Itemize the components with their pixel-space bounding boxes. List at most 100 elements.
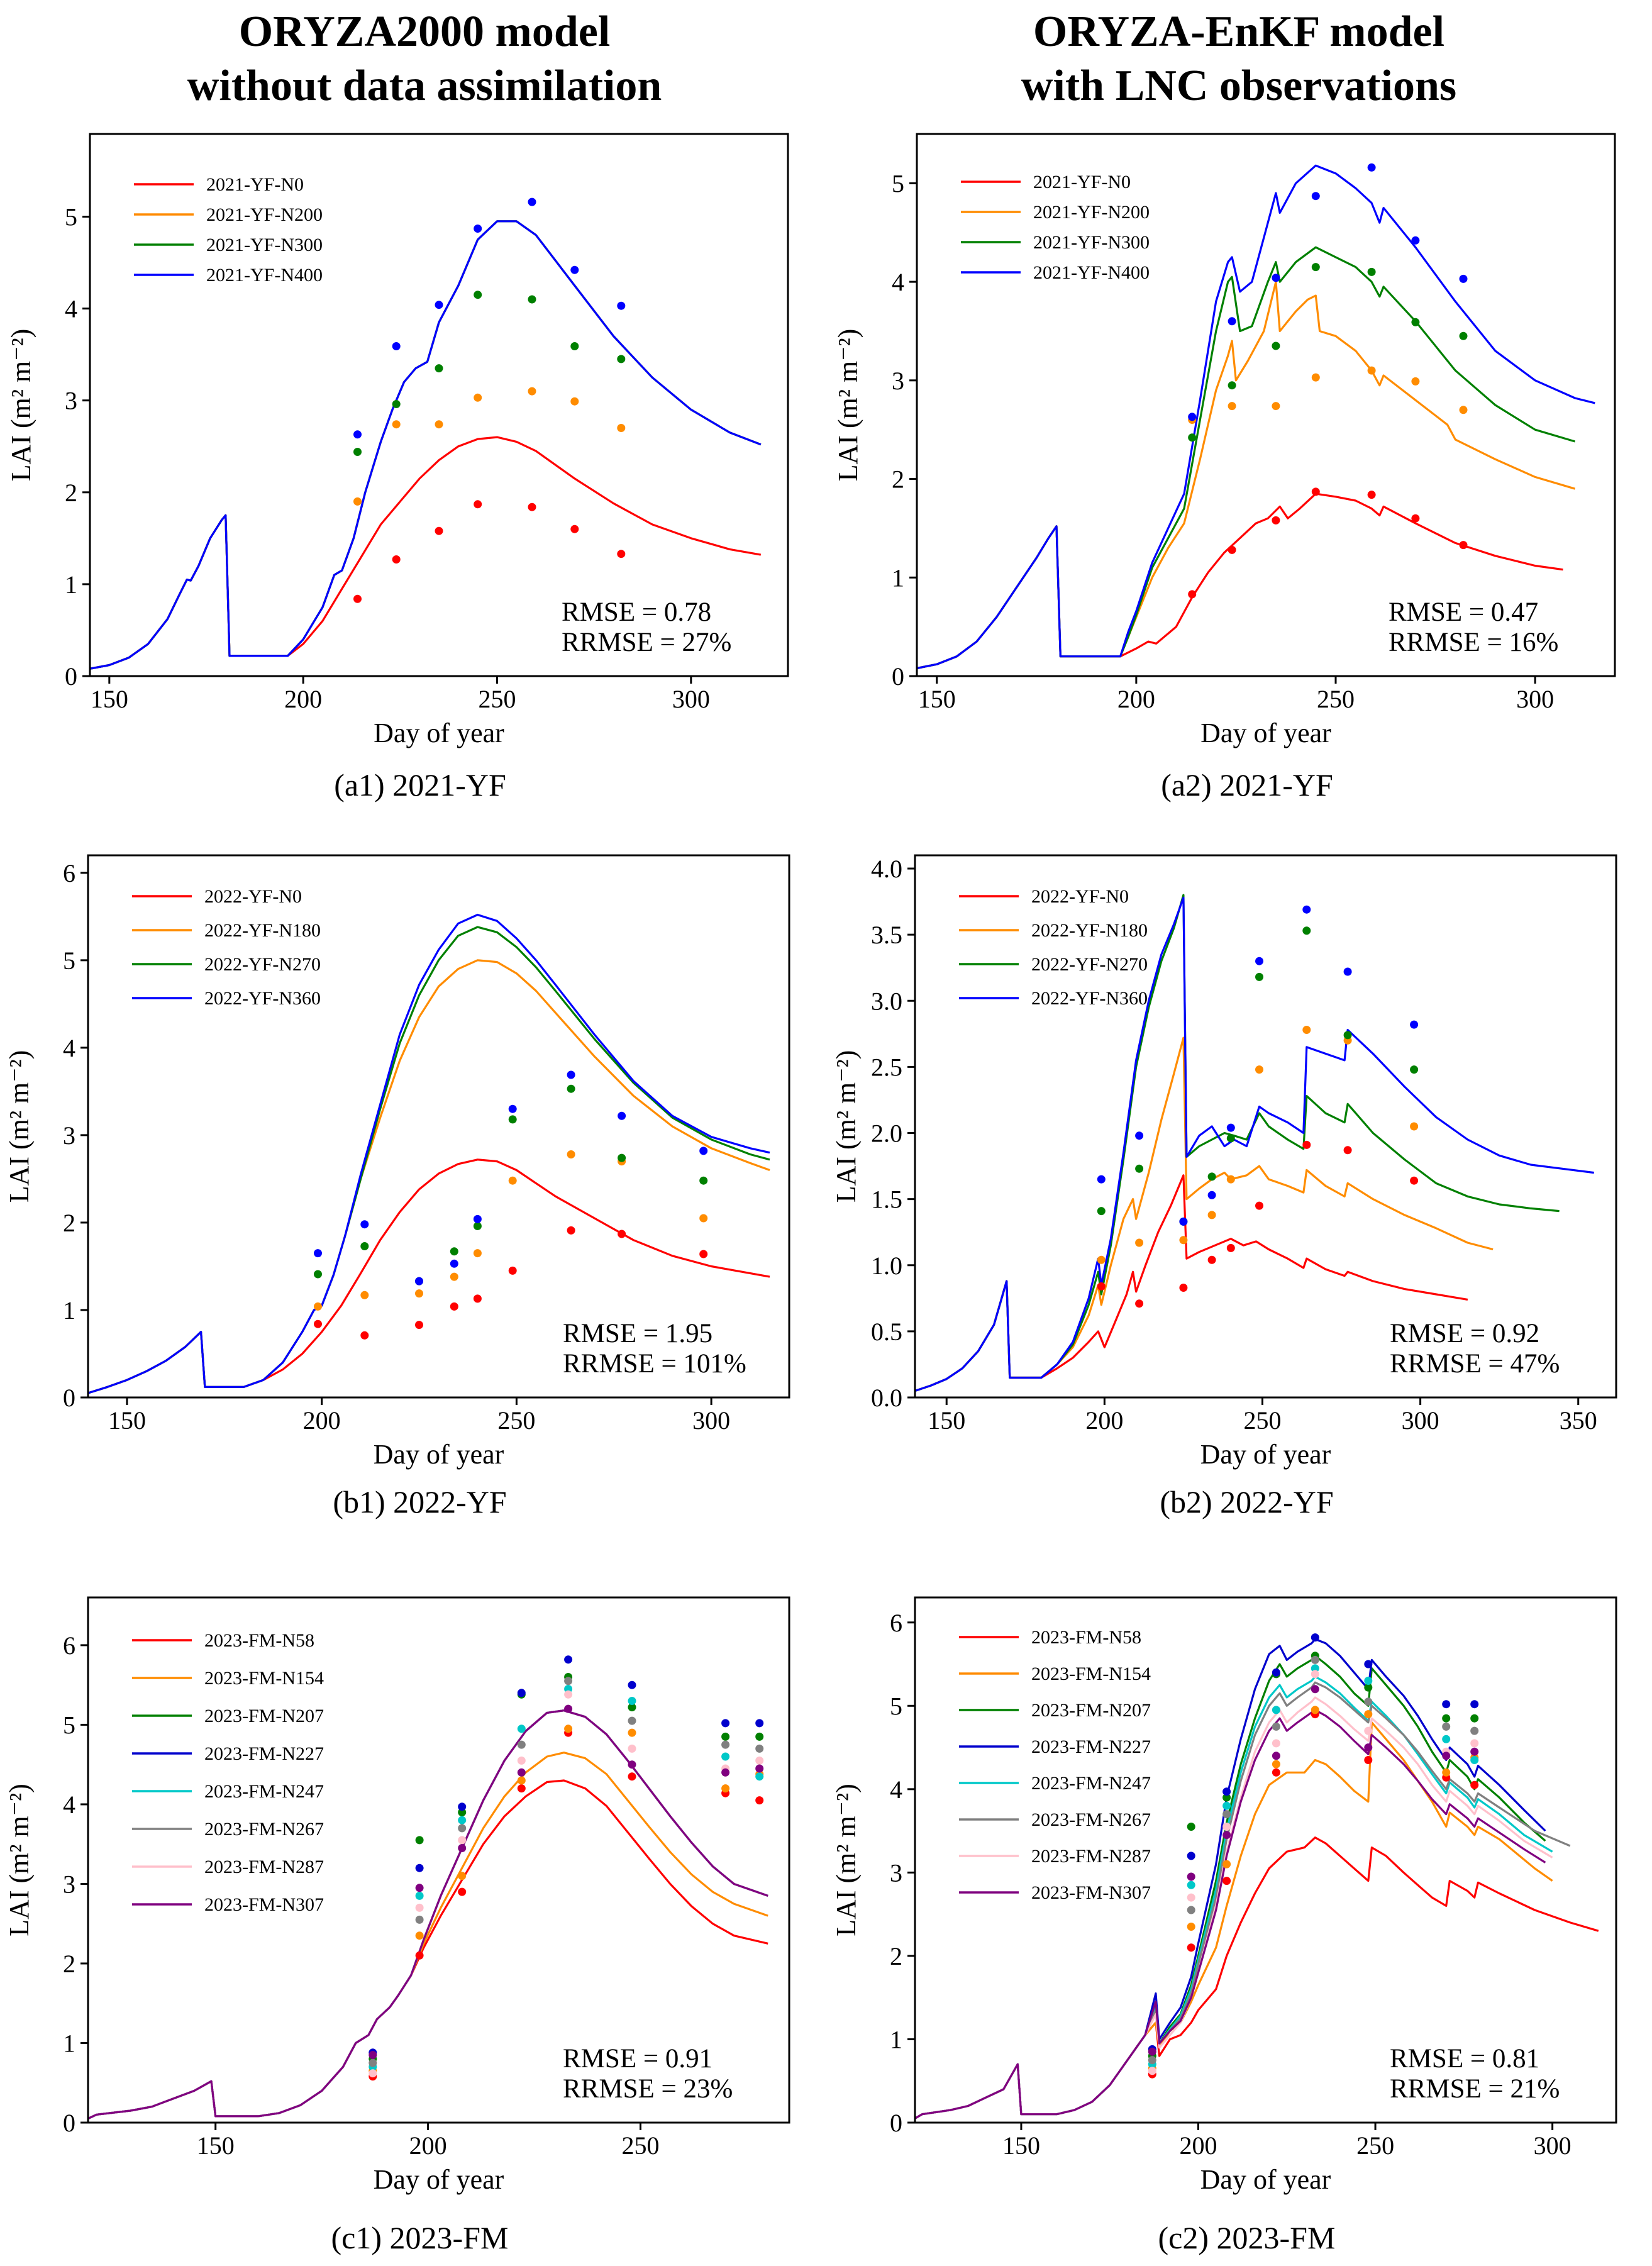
column-heading-right-line-2: with LNC observations (1021, 62, 1457, 110)
x-tick-label: 200 (303, 1406, 341, 1435)
observed-point-2022-YF-N360-5 (508, 1104, 517, 1113)
x-tick-label: 250 (621, 2131, 659, 2160)
observed-point-2021-YF-N400-3 (1311, 192, 1320, 201)
x-tick-label: 200 (1180, 2131, 1217, 2160)
legend-label: 2022-YF-N270 (1031, 954, 1148, 975)
y-tick-label: 4 (63, 1034, 75, 1062)
observed-point-2021-YF-N0-6 (617, 550, 626, 558)
y-tick-label: 2 (63, 1209, 75, 1237)
observed-point-2022-YF-N270-4 (1226, 1134, 1235, 1143)
observed-point-2023-FM-N267-3 (517, 1740, 526, 1749)
plot-area-a1 (90, 197, 762, 670)
observed-point-2021-YF-N200-5 (1411, 377, 1420, 386)
y-tick-label: 6 (890, 1609, 902, 1637)
observed-point-2022-YF-N180-3 (450, 1272, 458, 1281)
observed-point-2022-YF-N180-8 (699, 1214, 708, 1223)
panel-caption: (c1) 2023-FM (331, 2220, 509, 2255)
y-tick-label: 3.5 (871, 921, 902, 949)
observed-point-2023-FM-N267-4 (564, 1677, 573, 1686)
rrmse-annotation: RRMSE = 23% (563, 2074, 733, 2104)
axes-frame-c2 (914, 1596, 1617, 2124)
observed-point-2021-YF-N300-0 (353, 448, 362, 456)
observed-point-2023-FM-N207-7 (1470, 1714, 1479, 1723)
observed-point-2023-FM-N287-4 (564, 1690, 573, 1699)
x-axis-title: Day of year (374, 718, 504, 748)
observed-point-2022-YF-N180-4 (473, 1249, 482, 1258)
observed-point-2023-FM-N307-1 (415, 1884, 424, 1892)
observed-point-2021-YF-N400-0 (1188, 413, 1197, 421)
plot-area-b1 (88, 913, 770, 1394)
legend-label: 2023-FM-N207 (1031, 1700, 1151, 1721)
observed-point-2021-YF-N0-1 (1228, 545, 1236, 554)
simulated-line-2022-YF-N270 (915, 894, 1560, 1392)
y-tick-label: 4.0 (871, 855, 902, 883)
observed-point-2023-FM-N154-5 (1364, 1710, 1373, 1719)
observed-point-2022-YF-N360-2 (415, 1277, 423, 1286)
legend-label: 2023-FM-N227 (1031, 1736, 1151, 1757)
rrmse-annotation: RRMSE = 16% (1389, 628, 1558, 657)
observed-point-2022-YF-N360-0 (314, 1249, 322, 1258)
observed-point-2022-YF-N0-0 (1097, 1282, 1106, 1291)
rmse-annotation: RMSE = 0.81 (1390, 2044, 1539, 2074)
observed-point-2023-FM-N307-4 (1311, 1685, 1319, 1694)
legend-label: 2021-YF-N200 (206, 204, 323, 225)
y-tick-label: 0 (63, 2109, 75, 2137)
observed-point-2021-YF-N200-5 (570, 397, 579, 406)
observed-point-2022-YF-N180-6 (1302, 1026, 1311, 1034)
observed-point-2023-FM-N307-0 (369, 2051, 377, 2059)
axes-frame-a1 (89, 133, 789, 677)
observed-point-2021-YF-N0-0 (353, 594, 362, 603)
axes-frame-a2 (916, 133, 1616, 677)
x-tick-label: 150 (918, 685, 956, 713)
observed-point-2023-FM-N207-5 (1364, 1683, 1373, 1692)
observed-point-2021-YF-N400-5 (570, 265, 579, 274)
chart-panel-b1: 150 200 250 300 0 1 2 3 4 5 6 Day of year LAI (m² m⁻… (4, 854, 790, 1519)
observed-point-2022-YF-N0-2 (415, 1321, 423, 1330)
observed-point-2023-FM-N207-1 (415, 1836, 424, 1845)
observed-point-2023-FM-N58-2 (1222, 1877, 1231, 1886)
y-tick-label: 0 (890, 2109, 902, 2137)
observed-point-2021-YF-N300-2 (1272, 342, 1280, 350)
chart-panel-b2: 150 200 250 300 350 0.0 0.5 1.0 1.5 2.0 2.5 3.0 3.5 4… (831, 854, 1617, 1519)
observed-point-2022-YF-N270-7 (618, 1153, 626, 1162)
y-tick-label: 3 (892, 367, 904, 395)
observed-point-2022-YF-N0-2 (1179, 1284, 1188, 1292)
observed-point-2021-YF-N300-3 (474, 291, 482, 299)
observed-point-2021-YF-N200-1 (1228, 402, 1236, 411)
y-tick-label: 0 (63, 1384, 75, 1412)
observed-point-2021-YF-N300-4 (528, 295, 536, 304)
x-axis-title: Day of year (374, 2164, 504, 2195)
simulated-line-2022-YF-N360 (88, 913, 770, 1394)
rrmse-annotation: RRMSE = 27% (562, 628, 731, 657)
observed-point-2022-YF-N180-3 (1207, 1211, 1216, 1219)
legend-label: 2023-FM-N247 (1031, 1773, 1151, 1794)
observed-point-2022-YF-N180-0 (314, 1302, 322, 1311)
observed-point-2023-FM-N287-4 (1311, 1670, 1319, 1679)
observed-point-2023-FM-N58-2 (458, 1887, 467, 1896)
legend-label: 2022-YF-N360 (204, 988, 321, 1009)
x-tick-label: 200 (1117, 685, 1155, 713)
observed-point-2023-FM-N154-3 (517, 1776, 526, 1785)
observed-point-2021-YF-N400-2 (1272, 274, 1280, 282)
observed-point-2023-FM-N267-1 (415, 1915, 424, 1924)
observed-point-2022-YF-N360-8 (699, 1147, 708, 1155)
legend-label: 2023-FM-N154 (204, 1668, 324, 1689)
observed-point-2022-YF-N0-3 (450, 1302, 458, 1311)
rmse-annotation: RMSE = 0.47 (1389, 597, 1538, 627)
observed-point-2021-YF-N200-4 (528, 387, 536, 396)
legend-label: 2023-FM-N307 (1031, 1882, 1151, 1903)
observed-point-2022-YF-N0-6 (1302, 1140, 1311, 1149)
observed-point-2023-FM-N287-7 (1470, 1739, 1479, 1748)
observed-point-2022-YF-N180-5 (1255, 1065, 1263, 1074)
observed-point-2021-YF-N300-1 (1228, 381, 1236, 390)
legend-label: 2023-FM-N287 (1031, 1846, 1151, 1867)
observed-point-2021-YF-N0-3 (474, 500, 482, 509)
observed-point-2023-FM-N267-3 (1272, 1722, 1280, 1731)
y-tick-label: 1 (890, 2025, 902, 2053)
observed-point-2023-FM-N227-3 (1272, 1668, 1280, 1677)
x-tick-label: 200 (409, 2131, 447, 2160)
observed-point-2023-FM-N154-4 (564, 1724, 573, 1733)
x-tick-label: 250 (1243, 1406, 1281, 1435)
legend-label: 2022-YF-N180 (204, 920, 321, 941)
